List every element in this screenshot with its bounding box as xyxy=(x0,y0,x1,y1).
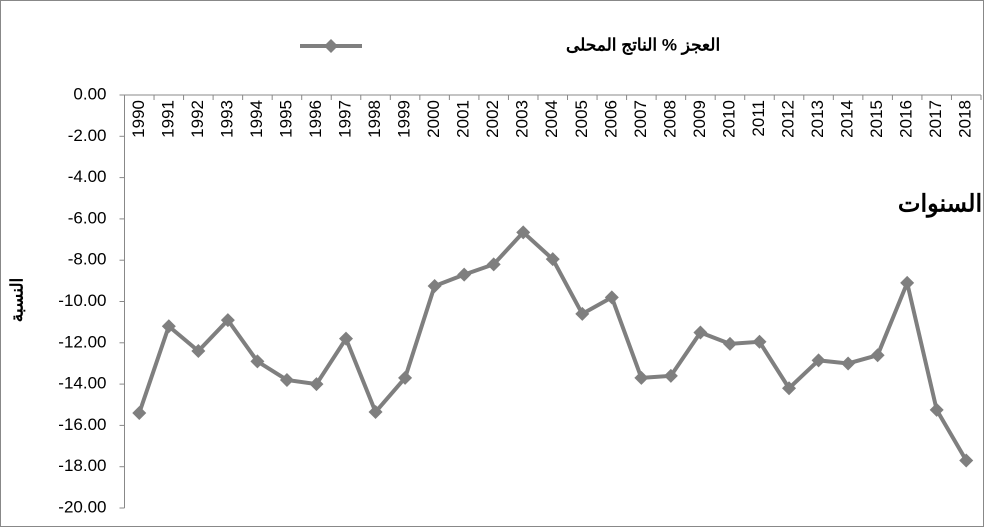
x-tick-label: 2004 xyxy=(542,100,561,138)
y-tick-label: -6.00 xyxy=(68,208,107,227)
data-point xyxy=(486,257,501,272)
data-point xyxy=(900,275,915,290)
data-point xyxy=(693,325,708,340)
data-point xyxy=(634,370,649,385)
x-tick-label: 2014 xyxy=(838,100,857,138)
data-point xyxy=(929,402,944,417)
x-tick-label: 1997 xyxy=(335,100,354,138)
legend-marker xyxy=(324,39,338,53)
data-point xyxy=(339,331,354,346)
x-axis-title: السنوات xyxy=(898,190,982,218)
data-point xyxy=(752,334,767,349)
data-point xyxy=(545,252,560,267)
x-tick-label: 2002 xyxy=(483,100,502,138)
x-tick-label: 2006 xyxy=(601,100,620,138)
x-tick-label: 1991 xyxy=(158,100,177,138)
data-point xyxy=(516,225,531,240)
x-tick-label: 1999 xyxy=(395,100,414,138)
x-tick-label: 2010 xyxy=(719,100,738,138)
x-tick-label: 1996 xyxy=(306,100,325,138)
y-axis-title: النسبة xyxy=(7,278,26,322)
y-tick-label: -20.00 xyxy=(58,497,106,516)
x-tick-label: 2011 xyxy=(749,100,768,137)
x-tick-label: 1992 xyxy=(188,100,207,138)
x-tick-label: 2009 xyxy=(690,100,709,138)
data-point xyxy=(191,344,206,359)
x-tick-label: 1993 xyxy=(217,100,236,138)
data-point xyxy=(604,290,619,305)
x-tick-label: 1994 xyxy=(247,100,266,138)
data-point xyxy=(220,313,235,328)
x-tick-label: 2018 xyxy=(956,100,975,138)
x-tick-label: 2017 xyxy=(926,100,945,138)
x-tick-label: 2013 xyxy=(808,100,827,138)
data-point xyxy=(663,368,678,383)
data-point xyxy=(132,406,147,421)
data-point xyxy=(959,453,974,468)
data-point xyxy=(161,319,176,334)
data-point xyxy=(368,404,383,419)
data-point xyxy=(575,306,590,321)
y-tick-label: -10.00 xyxy=(58,291,106,310)
y-tick-label: -4.00 xyxy=(68,167,107,186)
data-point xyxy=(309,377,324,392)
data-point xyxy=(457,267,472,282)
x-tick-label: 2003 xyxy=(513,100,532,138)
data-point xyxy=(250,354,265,369)
x-tick-label: 1998 xyxy=(365,100,384,138)
y-tick-label: -8.00 xyxy=(68,250,107,269)
data-point xyxy=(870,348,885,363)
data-point xyxy=(722,336,737,351)
x-tick-label: 2008 xyxy=(660,100,679,138)
x-tick-label: 2007 xyxy=(631,100,650,138)
y-tick-label: 0.00 xyxy=(73,84,106,103)
x-tick-label: 2016 xyxy=(897,100,916,138)
x-tick-label: 2005 xyxy=(572,100,591,138)
data-point xyxy=(398,370,413,385)
y-tick-label: -14.00 xyxy=(58,374,106,393)
x-tick-label: 1995 xyxy=(276,100,295,138)
y-tick-label: -2.00 xyxy=(68,126,107,145)
data-point xyxy=(811,353,826,368)
data-point xyxy=(427,279,442,294)
x-tick-label: 1990 xyxy=(129,100,148,138)
x-tick-label: 2000 xyxy=(424,100,443,138)
y-tick-label: -16.00 xyxy=(58,415,106,434)
data-point xyxy=(782,381,797,396)
y-tick-label: -18.00 xyxy=(58,456,106,475)
legend-label: العجز % الناتج المحلى xyxy=(566,35,720,55)
x-tick-label: 2015 xyxy=(867,100,886,138)
y-tick-label: -12.00 xyxy=(58,332,106,351)
x-tick-label: 2001 xyxy=(454,100,473,138)
data-point xyxy=(279,372,294,387)
x-tick-label: 2012 xyxy=(779,100,798,138)
data-point xyxy=(841,356,856,371)
